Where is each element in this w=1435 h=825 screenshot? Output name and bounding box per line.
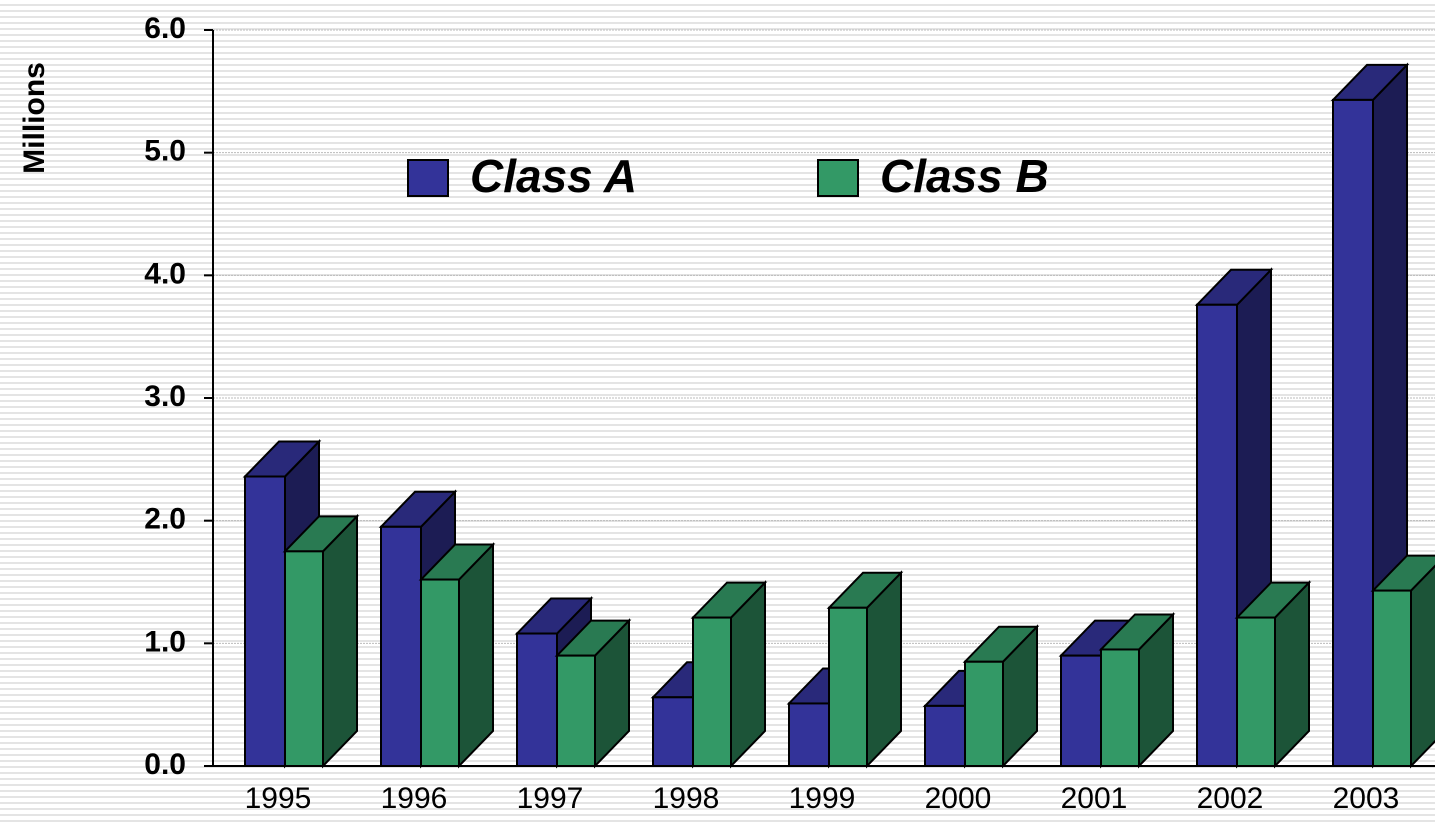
bar bbox=[282, 513, 360, 769]
bar bbox=[554, 618, 632, 769]
legend-label: Class A bbox=[470, 150, 637, 202]
bar bbox=[1370, 554, 1435, 769]
bar-front bbox=[964, 660, 1004, 768]
bar bbox=[962, 624, 1040, 769]
bar-front bbox=[284, 550, 324, 767]
x-tick-label: 1996 bbox=[381, 782, 448, 815]
x-tick-label: 1999 bbox=[789, 782, 856, 815]
y-tick-label: 6.0 bbox=[144, 12, 186, 45]
y-tick-label: 5.0 bbox=[144, 135, 186, 168]
bar-front bbox=[1332, 98, 1374, 768]
legend-label: Class B bbox=[880, 150, 1049, 202]
bar-front bbox=[1196, 303, 1238, 767]
bar-front bbox=[1100, 648, 1140, 768]
bar-front bbox=[828, 606, 868, 768]
bar-side bbox=[458, 542, 494, 769]
x-tick-label: 2001 bbox=[1061, 782, 1128, 815]
x-tick-label: 1998 bbox=[653, 782, 720, 815]
bar-front bbox=[1236, 616, 1276, 767]
bar-front bbox=[244, 475, 286, 767]
x-tick-label: 1995 bbox=[245, 782, 312, 815]
bar-front bbox=[420, 578, 460, 768]
bar bbox=[418, 542, 496, 769]
x-tick-label: 2000 bbox=[925, 782, 992, 815]
bar-front bbox=[1372, 589, 1412, 767]
y-tick-label: 4.0 bbox=[144, 257, 186, 290]
bar-front bbox=[516, 632, 558, 768]
y-tick-label: 0.0 bbox=[144, 748, 186, 781]
bar-front bbox=[556, 654, 596, 767]
x-tick-label: 2003 bbox=[1333, 782, 1400, 815]
bar-front bbox=[1060, 654, 1102, 767]
bar-front bbox=[692, 616, 732, 767]
legend-swatch bbox=[407, 159, 449, 197]
bar-front bbox=[380, 525, 422, 767]
y-tick-label: 1.0 bbox=[144, 625, 186, 658]
bar-side bbox=[322, 513, 358, 769]
bar bbox=[1234, 580, 1312, 769]
legend-swatch bbox=[817, 159, 859, 197]
bar-front bbox=[788, 702, 830, 768]
bar bbox=[1098, 612, 1176, 769]
y-tick-label: 3.0 bbox=[144, 380, 186, 413]
y-axis-label: Millions bbox=[18, 62, 51, 174]
y-tick-label: 2.0 bbox=[144, 503, 186, 536]
bar bbox=[826, 570, 904, 769]
x-tick-label: 2002 bbox=[1197, 782, 1264, 815]
bar-front bbox=[652, 696, 694, 767]
x-tick-label: 1997 bbox=[517, 782, 584, 815]
bar bbox=[690, 580, 768, 769]
bar-front bbox=[924, 704, 966, 767]
